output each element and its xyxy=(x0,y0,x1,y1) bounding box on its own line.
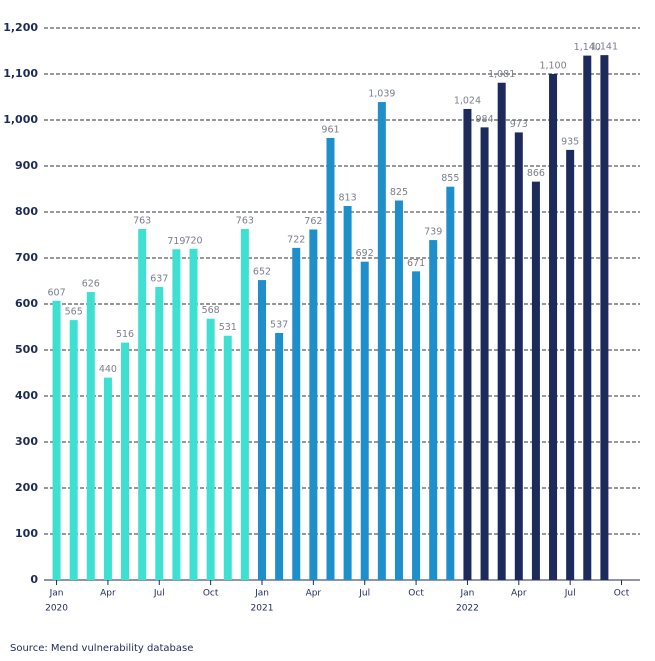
bar xyxy=(497,82,506,581)
y-tick-label: 100 xyxy=(15,527,38,540)
bar xyxy=(172,249,181,580)
x-tick-label: Jul xyxy=(564,589,576,599)
y-tick-label: 500 xyxy=(15,343,38,356)
y-tick-label: 900 xyxy=(15,159,38,172)
value-label: 973 xyxy=(510,119,528,130)
x-tick-label: Oct xyxy=(408,589,424,599)
y-tick-label: 700 xyxy=(15,251,38,264)
bar xyxy=(121,342,130,580)
y-tick-label: 800 xyxy=(15,205,38,218)
bar xyxy=(514,132,523,581)
value-label: 692 xyxy=(356,248,374,259)
bar xyxy=(429,240,438,580)
bar xyxy=(223,335,232,580)
x-tick-label: Apr xyxy=(511,589,527,599)
value-label: 607 xyxy=(47,287,65,298)
bar xyxy=(258,280,266,580)
value-label: 763 xyxy=(133,216,151,227)
year-label: 2021 xyxy=(251,604,274,614)
bar xyxy=(69,320,78,580)
x-tick-label: Jul xyxy=(153,589,165,599)
bar xyxy=(155,286,164,580)
bar xyxy=(206,318,215,580)
value-label: 825 xyxy=(390,187,408,198)
bar xyxy=(138,229,147,580)
y-tick-label: 1,100 xyxy=(3,67,38,80)
year-label: 2022 xyxy=(456,604,479,614)
bar xyxy=(412,271,421,580)
value-label: 762 xyxy=(304,216,322,227)
bar xyxy=(86,292,95,580)
value-label: 537 xyxy=(270,319,288,330)
x-tick-label: Apr xyxy=(100,589,116,599)
bar xyxy=(566,149,575,580)
x-tick-label: Jan xyxy=(49,589,64,599)
value-label: 671 xyxy=(407,258,425,269)
source-note: Source: Mend vulnerability database xyxy=(10,643,193,654)
x-tick-label: Apr xyxy=(306,589,322,599)
y-tick-label: 300 xyxy=(15,435,38,448)
y-tick-label: 1,200 xyxy=(3,21,38,34)
bar xyxy=(600,55,609,580)
bar xyxy=(103,377,112,580)
bar xyxy=(309,229,318,581)
bar xyxy=(360,261,369,580)
value-label: 935 xyxy=(561,136,579,147)
value-label: 1,100 xyxy=(539,61,566,72)
value-label: 637 xyxy=(150,273,168,284)
value-label: 984 xyxy=(475,114,493,125)
bar xyxy=(549,74,558,580)
x-tick-label: Jul xyxy=(358,589,370,599)
y-tick-label: 200 xyxy=(15,481,38,494)
bar xyxy=(463,108,472,581)
x-tick-label: Oct xyxy=(203,589,219,599)
value-label: 1,141 xyxy=(591,42,618,53)
value-label: 866 xyxy=(527,168,545,179)
bar xyxy=(240,229,249,580)
bar xyxy=(480,127,489,581)
value-label: 739 xyxy=(424,227,442,238)
x-tick-label: Jan xyxy=(460,589,475,599)
bar xyxy=(446,186,455,580)
value-label: 763 xyxy=(236,216,254,227)
value-label: 855 xyxy=(441,173,459,184)
x-tick-label: Jan xyxy=(254,589,269,599)
value-label: 440 xyxy=(99,364,117,375)
value-label: 720 xyxy=(184,235,202,246)
value-label: 1,081 xyxy=(488,69,515,80)
bar xyxy=(394,200,403,580)
y-tick-label: 400 xyxy=(15,389,38,402)
value-label: 568 xyxy=(202,305,220,316)
bar xyxy=(377,102,386,580)
x-tick-label: Oct xyxy=(614,589,630,599)
value-label: 516 xyxy=(116,329,134,340)
y-tick-label: 600 xyxy=(15,297,38,310)
y-tick-label: 0 xyxy=(30,573,38,586)
value-label: 719 xyxy=(167,236,185,247)
bar xyxy=(189,248,198,581)
bar xyxy=(326,137,335,580)
value-label: 961 xyxy=(321,124,339,135)
value-label: 531 xyxy=(219,322,237,333)
bar xyxy=(583,55,592,581)
bar xyxy=(343,206,352,580)
value-label: 722 xyxy=(287,234,305,245)
value-label: 1,039 xyxy=(368,89,395,100)
value-label: 1,024 xyxy=(454,95,481,106)
value-label: 626 xyxy=(82,279,100,290)
year-label: 2020 xyxy=(45,604,68,614)
bar xyxy=(52,300,61,580)
bar xyxy=(292,247,301,580)
value-label: 565 xyxy=(65,307,83,318)
bar xyxy=(275,332,284,580)
value-label: 1,140 xyxy=(574,42,601,53)
y-tick-label: 1,000 xyxy=(3,113,38,126)
value-label: 652 xyxy=(253,267,271,278)
value-label: 813 xyxy=(339,193,357,204)
bar xyxy=(531,181,540,580)
